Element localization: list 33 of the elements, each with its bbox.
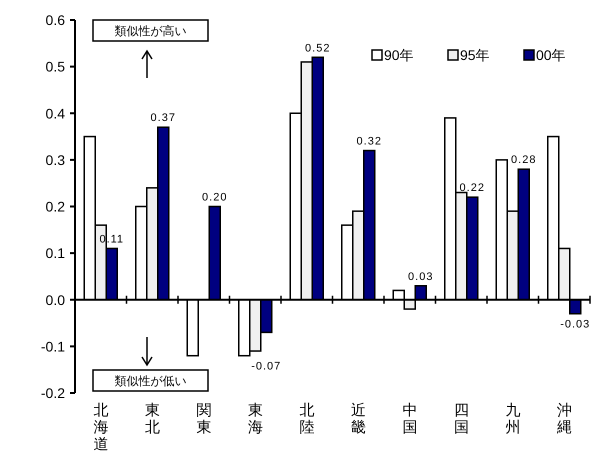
legend-label: 00年 <box>536 47 566 63</box>
y-tick-label: 0.1 <box>46 245 66 262</box>
x-tick-label: 近畿 <box>350 402 366 436</box>
data-label: 0.32 <box>356 136 382 148</box>
x-tick-label: 東北 <box>144 402 160 436</box>
annotation: 類似性が低い <box>114 374 186 388</box>
data-label: -0.03 <box>560 318 590 331</box>
x-tick-label: 北陸 <box>299 402 314 436</box>
data-label: -0.07 <box>251 360 282 373</box>
x-tick-label: 沖縄 <box>556 402 572 436</box>
x-tick-label: 四国 <box>454 402 469 436</box>
y-tick-label: 0.0 <box>46 292 66 308</box>
x-tick-label: 関東 <box>196 402 212 436</box>
y-tick-label: 0.3 <box>46 152 66 168</box>
data-label: 0.52 <box>305 42 330 54</box>
data-label: 0.28 <box>511 154 536 166</box>
data-label: 0.22 <box>460 182 485 194</box>
y-tick-label: 0.2 <box>46 198 66 214</box>
y-tick-label: 0.5 <box>46 58 66 75</box>
data-label: 0.37 <box>150 112 176 124</box>
data-label: 0.20 <box>202 192 228 204</box>
data-label: 0.03 <box>408 270 434 283</box>
x-tick-label: 中国 <box>402 402 418 436</box>
y-tick-label: -0.1 <box>40 338 66 354</box>
legend-label: 90年 <box>384 47 414 63</box>
y-tick-label: -0.2 <box>40 385 66 401</box>
x-tick-label: 北海道 <box>93 402 108 453</box>
x-tick-label: 東海 <box>248 402 263 436</box>
x-tick-label: 九州 <box>505 402 520 436</box>
y-tick-label: 0.4 <box>46 105 66 122</box>
annotation: 類似性が高い <box>114 24 186 38</box>
y-tick-label: 0.6 <box>46 12 66 28</box>
legend-label: 95年 <box>460 47 490 63</box>
